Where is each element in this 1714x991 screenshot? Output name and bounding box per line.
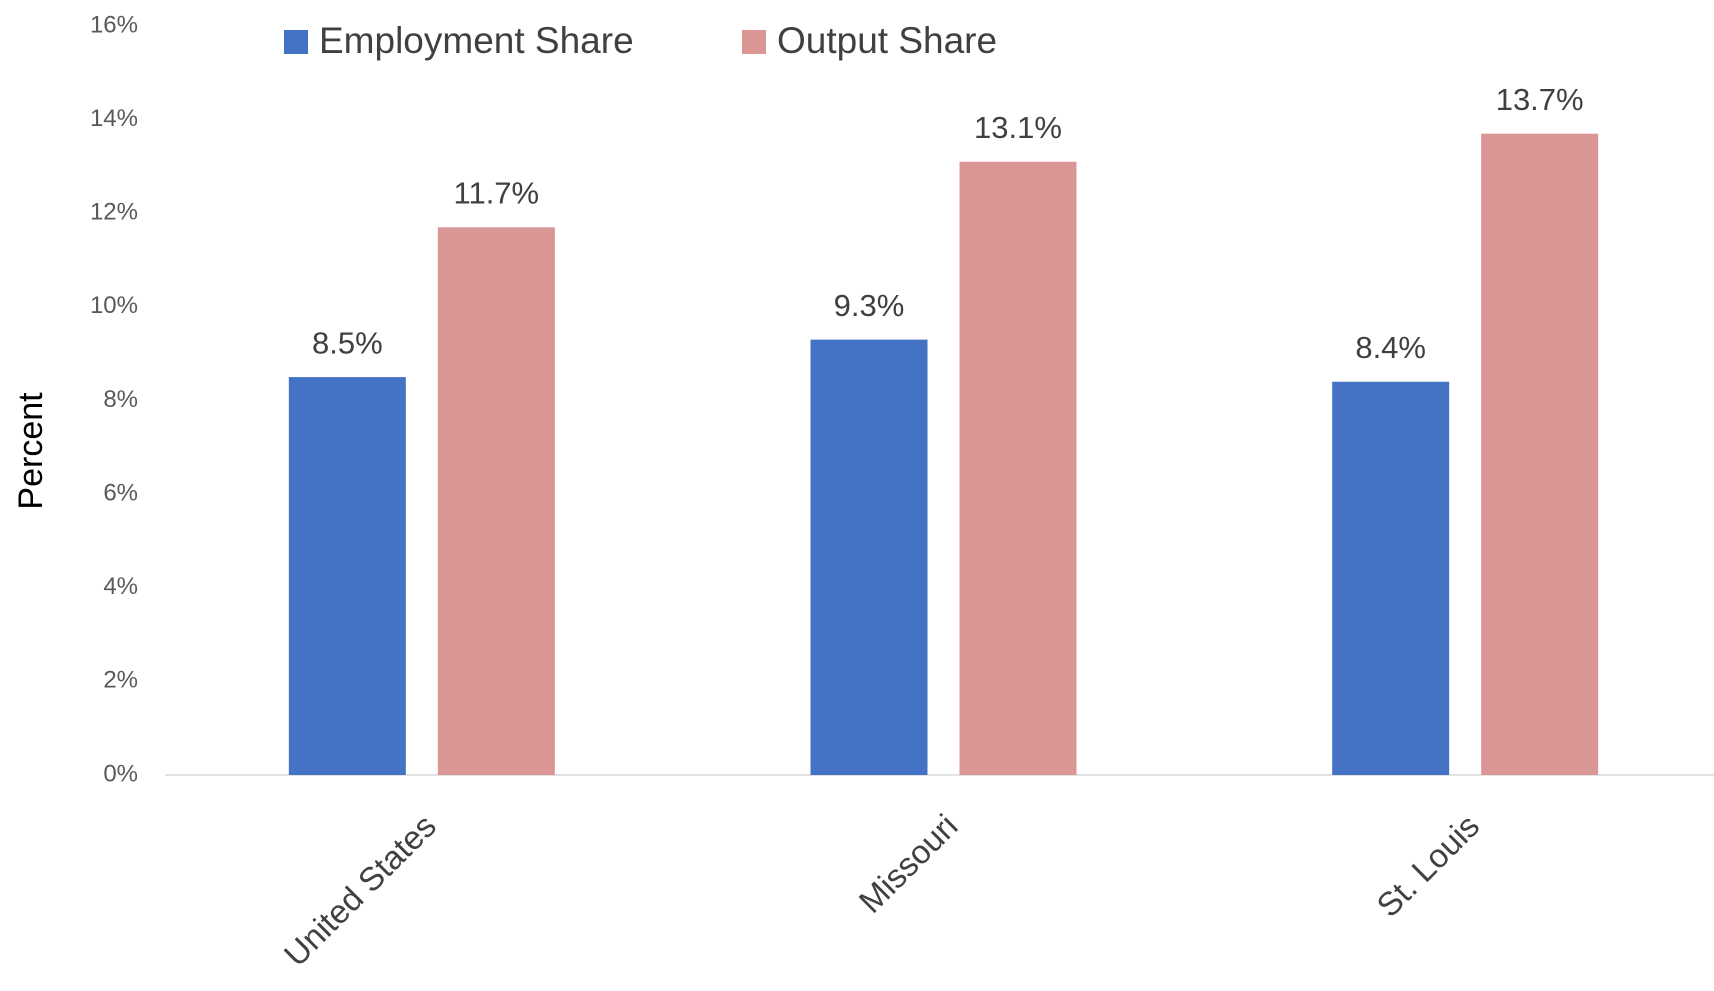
legend-swatch [742,30,766,54]
bar [288,377,406,775]
y-tick-label: 10% [90,292,138,319]
data-label: 11.7% [454,175,540,210]
legend-swatch [284,30,308,54]
data-label: 13.1% [974,110,1062,145]
y-tick-label: 0% [103,760,138,787]
bar [437,227,555,775]
y-tick-label: 2% [103,667,138,694]
legend-label: Output Share [777,20,997,61]
bar [959,161,1077,776]
bar [1481,133,1599,775]
data-label: 13.7% [1496,82,1584,117]
y-tick-label: 14% [90,105,138,132]
data-label: 9.3% [834,288,905,323]
data-label: 8.4% [1355,330,1426,365]
y-tick-label: 6% [103,479,138,506]
x-tick-label: St. Louis [1369,807,1486,924]
data-label: 8.5% [312,325,383,360]
bar [810,339,928,775]
y-tick-label: 8% [103,386,138,413]
x-tick-label: United States [277,807,443,973]
bar [1332,381,1450,775]
y-tick-label: 12% [90,199,138,226]
y-tick-label: 16% [90,11,138,38]
x-tick-label: Missouri [852,807,965,920]
y-axis-label: Percent [12,392,50,510]
y-tick-label: 4% [103,573,138,600]
legend-label: Employment Share [319,20,634,61]
